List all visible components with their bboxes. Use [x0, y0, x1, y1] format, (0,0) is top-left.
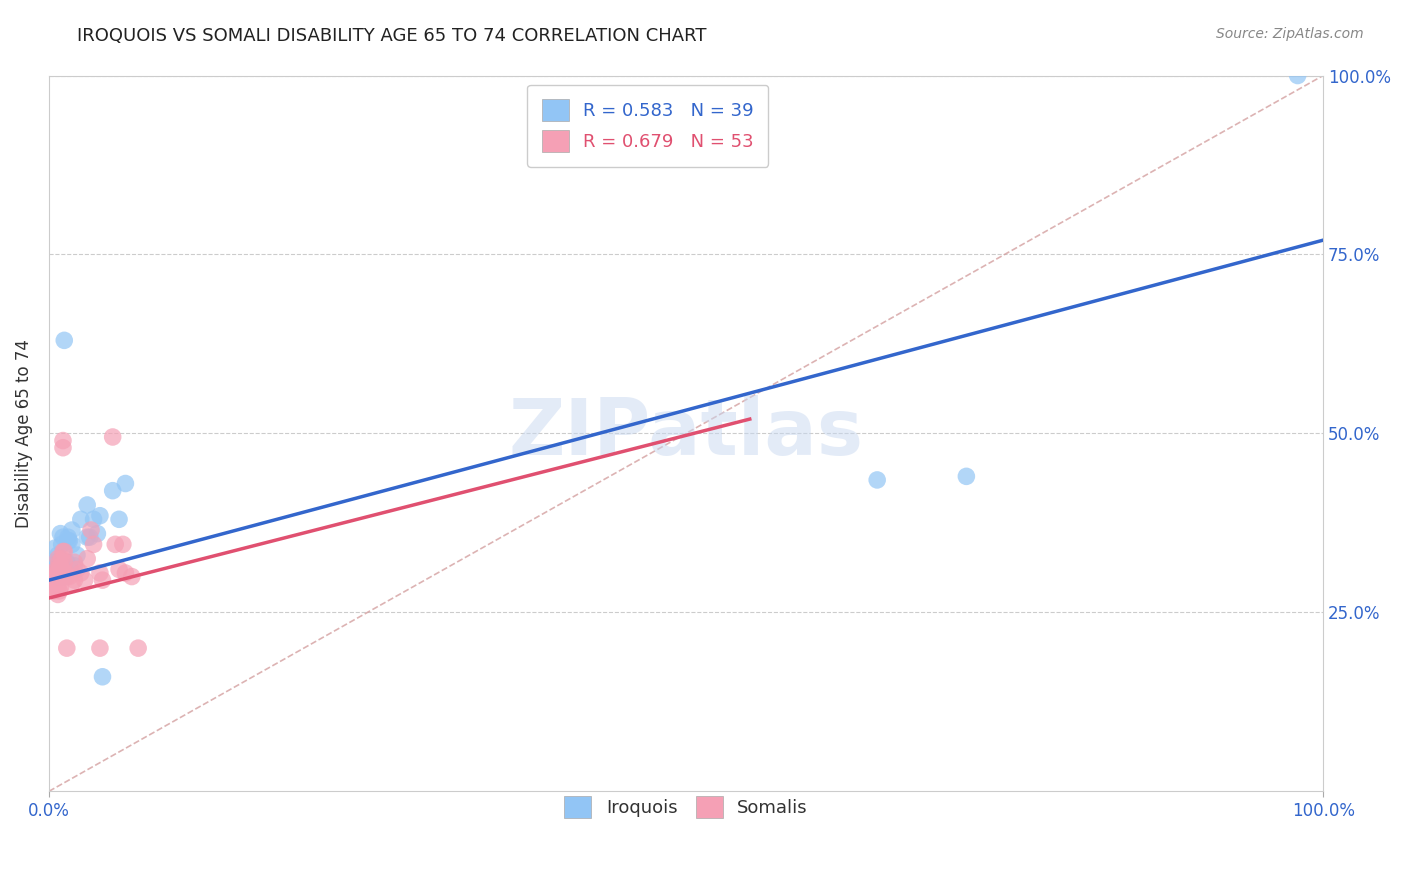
Point: [56, 530, 79, 544]
Point: [51, 569, 73, 583]
Point: [49, 526, 72, 541]
Point: [46, 548, 69, 562]
Point: [56, 555, 79, 569]
Point: [104, 537, 127, 551]
Point: [58, 533, 80, 548]
Point: [49, 558, 72, 573]
Text: IROQUOIS VS SOMALI DISABILITY AGE 65 TO 74 CORRELATION CHART: IROQUOIS VS SOMALI DISABILITY AGE 65 TO …: [77, 27, 707, 45]
Point: [83, 537, 105, 551]
Point: [76, 498, 98, 512]
Point: [69, 566, 91, 580]
Point: [63, 555, 86, 569]
Point: [49, 566, 72, 580]
Point: [108, 512, 131, 526]
Point: [55, 566, 77, 580]
Text: Source: ZipAtlas.com: Source: ZipAtlas.com: [1216, 27, 1364, 41]
Point: [56, 641, 79, 656]
Point: [46, 569, 69, 583]
Point: [83, 512, 105, 526]
Point: [53, 569, 76, 583]
Point: [46, 569, 69, 583]
Point: [46, 587, 69, 601]
Point: [41, 566, 63, 580]
Point: [58, 569, 80, 583]
Point: [76, 530, 98, 544]
Point: [66, 548, 89, 562]
Text: ZIPatlas: ZIPatlas: [509, 395, 863, 471]
Legend: Iroquois, Somalis: Iroquois, Somalis: [557, 789, 815, 825]
Point: [63, 558, 86, 573]
Point: [101, 483, 124, 498]
Point: [73, 573, 96, 587]
Point: [51, 537, 73, 551]
Y-axis label: Disability Age 65 to 74: Disability Age 65 to 74: [15, 339, 32, 528]
Point: [42, 580, 65, 594]
Point: [46, 580, 69, 594]
Point: [48, 569, 70, 583]
Point: [48, 558, 70, 573]
Point: [51, 562, 73, 576]
Point: [89, 566, 111, 580]
Point: [48, 583, 70, 598]
Point: [44, 541, 66, 555]
Point: [52, 441, 75, 455]
Point: [76, 551, 98, 566]
Point: [121, 569, 143, 583]
Point: [44, 562, 66, 576]
Point: [86, 526, 108, 541]
Point: [955, 469, 977, 483]
Point: [53, 555, 76, 569]
Point: [45, 566, 67, 580]
Point: [108, 562, 131, 576]
Point: [60, 537, 83, 551]
Point: [89, 508, 111, 523]
Point: [80, 523, 103, 537]
Point: [46, 551, 69, 566]
Point: [53, 334, 76, 348]
Point: [49, 580, 72, 594]
Point: [42, 576, 65, 591]
Point: [866, 473, 889, 487]
Point: [44, 569, 66, 583]
Point: [44, 573, 66, 587]
Point: [69, 512, 91, 526]
Point: [48, 562, 70, 576]
Point: [91, 573, 114, 587]
Point: [49, 562, 72, 576]
Point: [114, 566, 136, 580]
Point: [89, 641, 111, 656]
Point: [44, 569, 66, 583]
Point: [1286, 69, 1309, 83]
Point: [52, 544, 75, 558]
Point: [53, 544, 76, 558]
Point: [63, 573, 86, 587]
Point: [51, 551, 73, 566]
Point: [48, 555, 70, 569]
Point: [66, 562, 89, 576]
Point: [42, 583, 65, 598]
Point: [111, 537, 134, 551]
Point: [79, 530, 101, 544]
Point: [52, 434, 75, 448]
Point: [45, 573, 67, 587]
Point: [91, 670, 114, 684]
Point: [55, 558, 77, 573]
Point: [60, 523, 83, 537]
Point: [48, 555, 70, 569]
Point: [42, 555, 65, 569]
Point: [56, 569, 79, 583]
Point: [45, 562, 67, 576]
Point: [127, 641, 149, 656]
Point: [42, 573, 65, 587]
Point: [52, 530, 75, 544]
Point: [56, 533, 79, 548]
Point: [60, 576, 83, 591]
Point: [42, 580, 65, 594]
Point: [45, 555, 67, 569]
Point: [59, 562, 82, 576]
Point: [114, 476, 136, 491]
Point: [101, 430, 124, 444]
